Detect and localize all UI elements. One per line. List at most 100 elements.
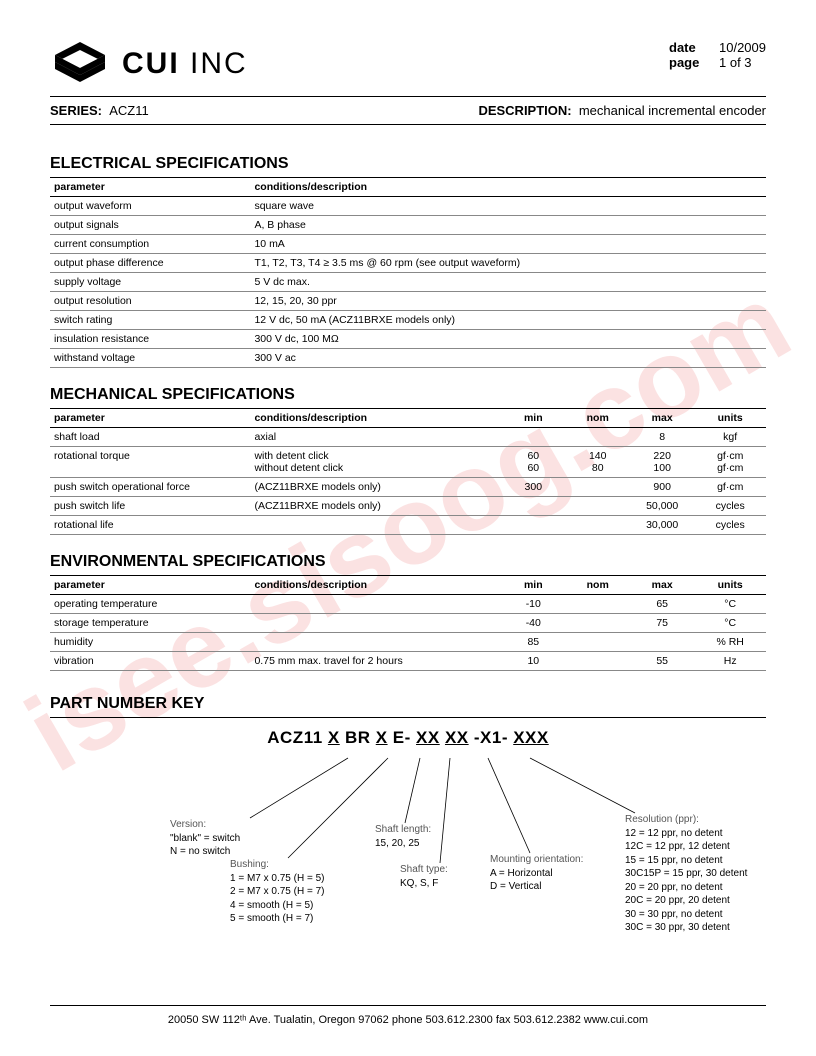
table-row: vibration 0.75 mm max. travel for 2 hour… <box>50 652 766 671</box>
cell-min <box>501 497 565 516</box>
table-row: push switch operational force (ACZ11BRXE… <box>50 478 766 497</box>
cell-max: 65 <box>630 595 694 614</box>
table-row: shaft load axial 8 kgf <box>50 428 766 447</box>
cell-cond: 5 V dc max. <box>250 273 766 292</box>
page-footer: 20050 SW 112ᵗʰ Ave. Tualatin, Oregon 970… <box>50 1005 766 1026</box>
page-header: CUI INC date10/2009 page1 of 3 <box>50 40 766 88</box>
cell-cond: T1, T2, T3, T4 ≥ 3.5 ms @ 60 rpm (see ou… <box>250 254 766 273</box>
part-number-pattern: ACZ11 X BR X E- XX XX -X1- XXX <box>50 728 766 748</box>
cell-units: Hz <box>694 652 766 671</box>
cell-cond: (ACZ11BRXE models only) <box>250 478 501 497</box>
callout-resolution: Resolution (ppr): 12 = 12 ppr, no detent… <box>625 813 747 935</box>
cell-cond <box>250 516 501 535</box>
desc-value: mechanical incremental encoder <box>579 103 766 118</box>
cell-nom <box>566 614 630 633</box>
col-units: units <box>694 576 766 595</box>
cell-cond: 12, 15, 20, 30 ppr <box>250 292 766 311</box>
table-row: push switch life (ACZ11BRXE models only)… <box>50 497 766 516</box>
table-row: rotational torque with detent clickwitho… <box>50 447 766 478</box>
col-max: max <box>630 576 694 595</box>
table-row: withstand voltage300 V ac <box>50 349 766 368</box>
col-cond: conditions/description <box>250 409 501 428</box>
table-row: supply voltage5 V dc max. <box>50 273 766 292</box>
table-row: insulation resistance300 V dc, 100 MΩ <box>50 330 766 349</box>
cell-nom <box>566 652 630 671</box>
table-row: current consumption10 mA <box>50 235 766 254</box>
cell-param: push switch life <box>50 497 250 516</box>
cell-param: push switch operational force <box>50 478 250 497</box>
callout-shafttype: Shaft type: KQ, S, F <box>400 863 448 890</box>
mechanical-table: parameter conditions/description min nom… <box>50 408 766 535</box>
environmental-title: ENVIRONMENTAL SPECIFICATIONS <box>50 553 766 571</box>
col-nom: nom <box>566 576 630 595</box>
cell-units: °C <box>694 595 766 614</box>
cell-cond: 0.75 mm max. travel for 2 hours <box>250 652 501 671</box>
cell-min: -40 <box>501 614 565 633</box>
cell-cond: 10 mA <box>250 235 766 254</box>
cell-min: 300 <box>501 478 565 497</box>
col-min: min <box>501 576 565 595</box>
logo-block: CUI INC <box>50 40 248 88</box>
callout-shaftlen: Shaft length: 15, 20, 25 <box>375 823 431 850</box>
table-row: output waveformsquare wave <box>50 197 766 216</box>
cell-param: current consumption <box>50 235 250 254</box>
cell-cond <box>250 614 501 633</box>
series-line: SERIES: ACZ11 DESCRIPTION: mechanical in… <box>50 96 766 125</box>
cell-max: 900 <box>630 478 694 497</box>
page-label: page <box>669 55 709 70</box>
electrical-table: parameter conditions/description output … <box>50 177 766 368</box>
cell-min: -10 <box>501 595 565 614</box>
partkey-area: ACZ11 X BR X E- XX XX -X1- XXX Version: … <box>50 728 766 958</box>
partkey-title: PART NUMBER KEY <box>50 695 766 718</box>
cell-units: gf·cmgf·cm <box>694 447 766 478</box>
footer-text: 20050 SW 112ᵗʰ Ave. Tualatin, Oregon 970… <box>168 1014 648 1026</box>
table-row: rotational life 30,000 cycles <box>50 516 766 535</box>
cell-nom <box>566 516 630 535</box>
callout-version: Version: "blank" = switch N = no switch <box>170 818 240 859</box>
cell-param: output waveform <box>50 197 250 216</box>
cell-param: vibration <box>50 652 250 671</box>
col-max: max <box>630 409 694 428</box>
cell-cond: with detent clickwithout detent click <box>250 447 501 478</box>
environmental-table: parameter conditions/description min nom… <box>50 575 766 671</box>
cell-nom <box>566 478 630 497</box>
cell-nom <box>566 428 630 447</box>
table-row: operating temperature -10 65 °C <box>50 595 766 614</box>
table-row: output phase differenceT1, T2, T3, T4 ≥ … <box>50 254 766 273</box>
company-name: CUI INC <box>122 47 248 81</box>
cell-param: output resolution <box>50 292 250 311</box>
col-units: units <box>694 409 766 428</box>
cell-nom: 14080 <box>566 447 630 478</box>
cell-units: cycles <box>694 497 766 516</box>
page-value: 1 of 3 <box>719 55 752 70</box>
col-nom: nom <box>566 409 630 428</box>
cell-cond <box>250 595 501 614</box>
table-row: storage temperature -40 75 °C <box>50 614 766 633</box>
cell-param: shaft load <box>50 428 250 447</box>
cell-cond: 300 V dc, 100 MΩ <box>250 330 766 349</box>
cell-units: gf·cm <box>694 478 766 497</box>
cell-param: withstand voltage <box>50 349 250 368</box>
date-value: 10/2009 <box>719 40 766 55</box>
mechanical-title: MECHANICAL SPECIFICATIONS <box>50 386 766 404</box>
cell-param: storage temperature <box>50 614 250 633</box>
cell-units: % RH <box>694 633 766 652</box>
cell-max: 75 <box>630 614 694 633</box>
cell-min: 85 <box>501 633 565 652</box>
cell-param: insulation resistance <box>50 330 250 349</box>
cui-logo-icon <box>50 40 110 88</box>
col-cond: conditions/description <box>250 178 766 197</box>
cell-param: rotational torque <box>50 447 250 478</box>
cell-max: 50,000 <box>630 497 694 516</box>
cell-cond: 300 V ac <box>250 349 766 368</box>
cell-max: 220100 <box>630 447 694 478</box>
col-min: min <box>501 409 565 428</box>
col-param: parameter <box>50 409 250 428</box>
table-row: humidity 85 % RH <box>50 633 766 652</box>
cell-max <box>630 633 694 652</box>
table-row: output signalsA, B phase <box>50 216 766 235</box>
cell-param: rotational life <box>50 516 250 535</box>
cell-param: operating temperature <box>50 595 250 614</box>
callout-mount: Mounting orientation: A = Horizontal D =… <box>490 853 583 894</box>
electrical-title: ELECTRICAL SPECIFICATIONS <box>50 155 766 173</box>
